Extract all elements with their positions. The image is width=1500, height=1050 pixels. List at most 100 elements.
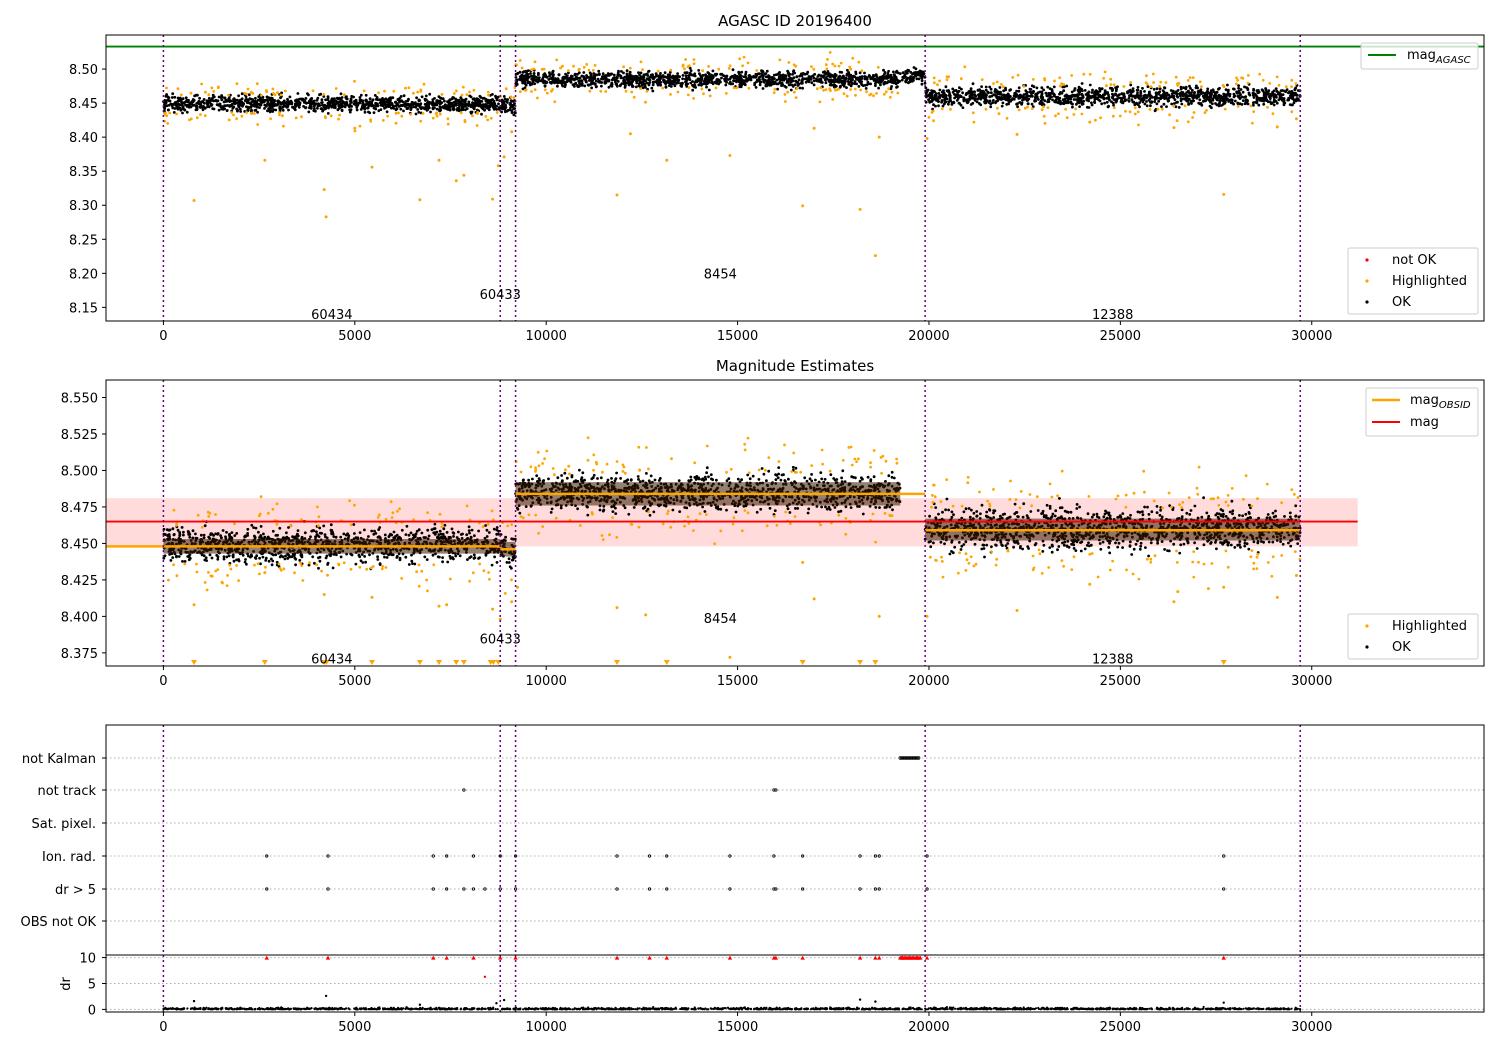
agasc-ok-point [553,79,557,82]
estimates-ok-point [354,562,358,566]
agasc-ok-point [454,102,457,106]
agasc-outlier-point [322,188,326,192]
agasc-ok-point [285,105,289,109]
agasc-ok-point [399,107,403,111]
agasc-ok-point [1163,86,1166,89]
agasc-highlighted-point [747,86,751,90]
agasc-ok-point [206,99,210,103]
agasc-ok-point [1131,89,1135,93]
agasc-ytick-label: 8.45 [69,97,98,112]
agasc-ok-point [286,97,289,101]
agasc-ok-point [167,108,170,112]
agasc-ok-point [1278,95,1282,99]
agasc-ok-point [568,79,572,83]
agasc-ok-point [779,78,782,82]
estimates-ok-point [261,555,265,559]
agasc-ok-point [220,98,224,102]
agasc-ok-point [934,93,938,97]
agasc-ok-point [668,81,671,84]
agasc-ok-point [890,85,893,88]
agasc-ok-point [439,108,443,112]
agasc-ok-point [869,82,872,86]
agasc-highlighted-point [786,90,790,94]
agasc-ok-point [863,83,867,87]
agasc-ok-point [362,105,365,108]
agasc-ok-point [877,86,880,90]
agasc-highlighted-point [896,91,900,95]
agasc-ok-point [518,70,522,74]
agasc-ok-point [589,72,593,76]
agasc-highlighted-point [630,90,634,94]
agasc-ok-point [448,106,451,109]
agasc-highlighted-point [656,69,660,73]
agasc-ok-point [909,75,913,78]
agasc-ok-point [417,110,421,114]
agasc-ok-point [1028,87,1032,91]
agasc-ytick-label: 8.15 [69,301,98,316]
agasc-ok-point [634,85,638,89]
agasc-ok-point [309,100,313,104]
agasc-legend-notok-swatch [1365,258,1369,262]
agasc-ok-point [883,80,887,84]
agasc-legend-line-main: mag [1407,48,1436,63]
agasc-segment-label: 60433 [480,288,521,303]
agasc-ok-point [226,99,230,102]
agasc-ok-point [810,81,814,85]
agasc-ok-point [320,101,323,104]
agasc-highlighted-point [446,122,450,126]
agasc-ok-point [842,79,846,83]
agasc-ok-point [885,81,889,85]
agasc-ok-point [212,107,216,111]
agasc-ok-point [1071,93,1074,97]
agasc-ok-point [1220,96,1224,99]
agasc-ok-point [984,88,988,92]
agasc-ok-point [191,98,195,101]
agasc-highlighted-point [353,79,356,83]
estimates-ok-point [387,553,390,557]
agasc-ok-point [1287,91,1290,95]
estimates-ok-point [363,528,366,532]
agasc-ok-point [1026,102,1030,106]
agasc-ok-point [259,103,262,107]
agasc-highlighted-point [1266,105,1269,109]
agasc-highlighted-point [486,118,490,122]
agasc-ok-point [190,101,194,105]
agasc-ok-point [1114,93,1118,97]
agasc-ok-point [1142,94,1145,98]
agasc-ok-point [1093,95,1097,99]
agasc-ok-point [1189,99,1193,103]
agasc-ok-point [412,105,415,109]
agasc-ok-point [404,100,408,103]
agasc-ok-point [409,108,413,111]
agasc-ok-point [912,71,915,75]
agasc-ok-point [1153,100,1156,104]
agasc-ok-point [1132,100,1136,104]
agasc-outlier-point [628,132,632,136]
estimates-ok-point [323,533,327,536]
agasc-ok-point [828,75,832,78]
agasc-ok-point [767,76,771,80]
agasc-ok-point [770,79,774,83]
agasc-ok-point [330,101,334,104]
agasc-ok-point [764,75,768,79]
agasc-ok-point [1154,91,1158,95]
agasc-outlier-point [370,165,374,169]
agasc-ok-point [448,98,452,102]
agasc-highlighted-point [1088,72,1092,76]
agasc-ok-point [1065,84,1069,88]
agasc-ok-point [1211,98,1215,102]
estimates-ok-point [467,529,471,532]
agasc-ok-point [1236,101,1240,105]
agasc-ok-point [879,83,882,87]
agasc-ok-point [683,71,687,75]
agasc-ok-point [1080,82,1084,85]
agasc-highlighted-point [1042,105,1045,109]
agasc-highlighted-point [819,86,823,89]
agasc-ok-point [1136,95,1140,99]
agasc-ok-point [694,79,698,83]
agasc-ok-point [534,79,538,82]
agasc-highlighted-point [845,94,849,98]
agasc-highlighted-point [828,87,831,91]
agasc-ok-point [858,75,862,79]
agasc-ok-point [954,95,958,98]
